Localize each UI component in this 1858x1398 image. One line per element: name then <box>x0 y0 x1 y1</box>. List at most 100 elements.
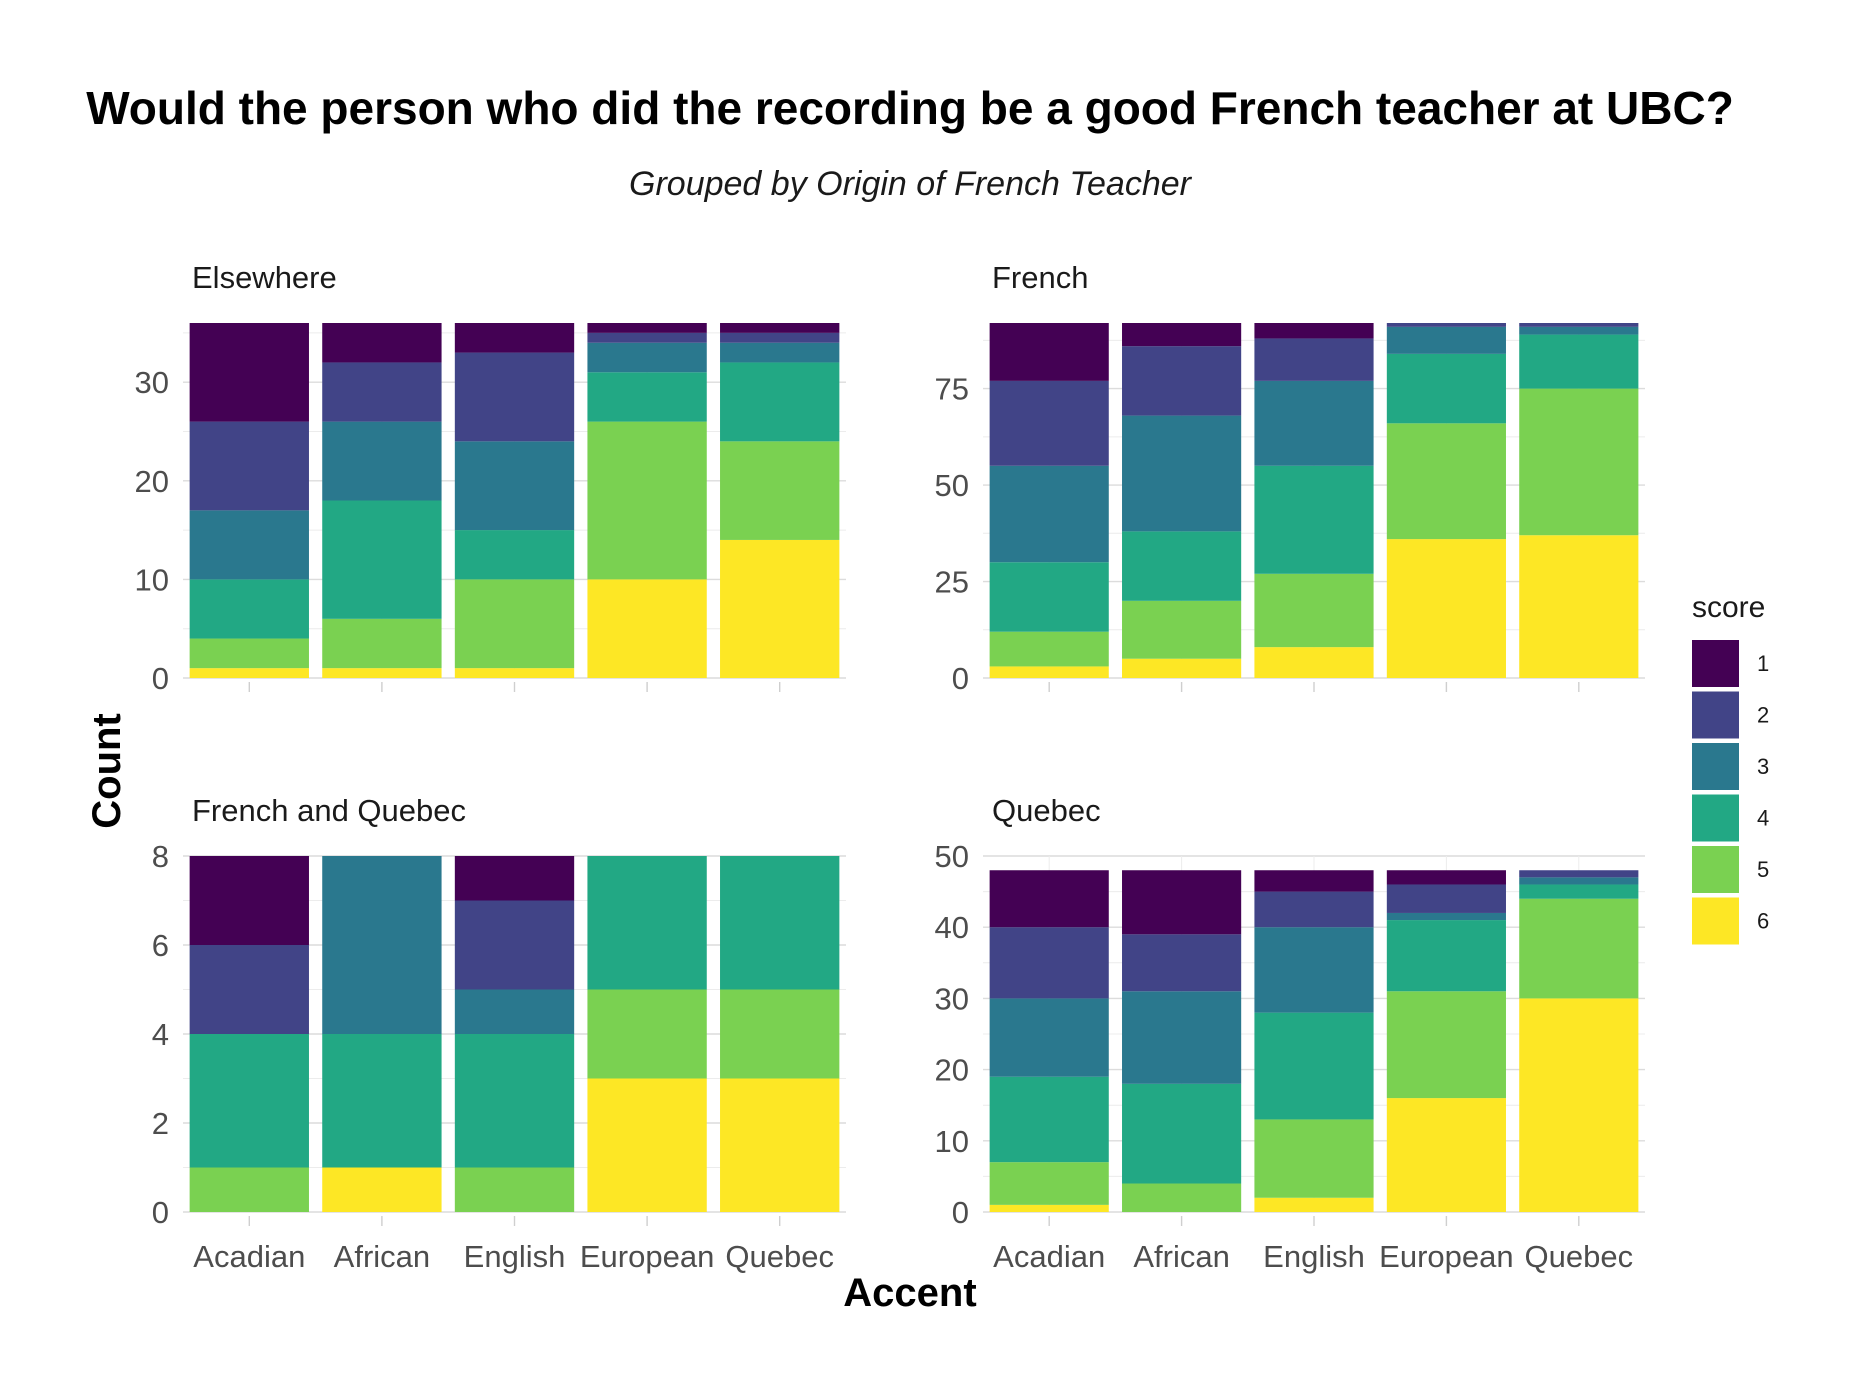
bar-segment-european-score-4 <box>587 856 707 990</box>
bar-segment-acadian-score-4 <box>189 1034 309 1168</box>
bar-segment-acadian-score-4 <box>189 579 309 639</box>
bar-segment-quebec-score-1 <box>720 323 840 333</box>
x-tick-label: English <box>1263 1239 1365 1274</box>
panel-strip-label: French and Quebec <box>192 793 466 828</box>
legend-key-4 <box>1692 794 1739 842</box>
panel-2: French and Quebec 0 2 4 6 8 Acadian African Engl… <box>152 793 846 1274</box>
y-tick-label: 40 <box>935 910 969 945</box>
y-tick-label: 75 <box>935 372 969 407</box>
panel-strip-label: French <box>992 260 1088 295</box>
bar-segment-english-score-4 <box>1254 465 1374 574</box>
bar-segment-english-score-3 <box>1254 380 1374 466</box>
bar-segment-quebec-score-4 <box>1519 884 1639 899</box>
bar-segment-african-score-3 <box>1122 415 1242 532</box>
bar-segment-european-score-5 <box>587 989 707 1079</box>
bar-segment-quebec-score-6 <box>720 1078 840 1212</box>
y-tick-label: 30 <box>135 365 169 400</box>
bar-segment-quebec-score-2 <box>720 332 840 343</box>
bar-segment-english-score-2 <box>454 900 575 990</box>
y-tick-label: 10 <box>935 1124 969 1159</box>
y-tick-label: 50 <box>935 839 969 874</box>
panel-strip-label: Elsewhere <box>192 260 337 295</box>
panel-1: French 0 25 50 75 <box>935 260 1645 696</box>
bar-segment-african-score-5 <box>322 618 442 669</box>
bar-segment-english-score-6 <box>1254 1197 1374 1212</box>
bar-segment-african-score-6 <box>322 1167 442 1212</box>
bar-segment-african-score-5 <box>1122 600 1242 659</box>
legend-label: 4 <box>1757 806 1769 831</box>
bar-segment-english-score-3 <box>454 989 575 1034</box>
bar-segment-quebec-score-3 <box>1519 877 1639 885</box>
bar-segment-english-score-1 <box>1254 323 1374 339</box>
bar-segment-european-score-3 <box>587 342 707 373</box>
bar-segment-quebec-score-5 <box>1519 388 1639 536</box>
bar-segment-english-score-5 <box>1254 573 1374 648</box>
bar-segment-quebec-score-4 <box>720 856 840 990</box>
bar-segment-acadian-score-3 <box>189 510 309 580</box>
bar-segment-acadian-score-1 <box>989 323 1109 381</box>
legend-key-5 <box>1692 846 1739 893</box>
bar-segment-european-score-6 <box>587 1078 707 1212</box>
bar-segment-acadian-score-2 <box>989 380 1109 466</box>
bar-segment-quebec-score-6 <box>1519 535 1639 678</box>
panel-bars <box>189 856 840 1212</box>
bar-segment-english-score-1 <box>1254 870 1374 892</box>
bar-segment-african-score-2 <box>1122 934 1242 992</box>
bar-segment-african-score-6 <box>1122 658 1242 678</box>
x-tick-label: Quebec <box>725 1239 834 1274</box>
y-tick-label: 2 <box>152 1106 169 1141</box>
bar-segment-acadian-score-2 <box>189 421 309 511</box>
bar-segment-european-score-4 <box>1386 920 1506 992</box>
bar-segment-english-score-3 <box>1254 927 1374 1013</box>
bar-segment-african-score-5 <box>1122 1183 1242 1212</box>
bar-segment-european-score-1 <box>1386 870 1506 885</box>
bar-segment-european-score-3 <box>1386 326 1506 354</box>
bar-segment-english-score-4 <box>1254 1012 1374 1120</box>
bar-segment-english-score-2 <box>1254 338 1374 381</box>
x-tick-label: African <box>334 1239 430 1274</box>
bar-segment-european-score-4 <box>587 372 707 422</box>
bar-segment-african-score-4 <box>322 1034 442 1168</box>
bar-segment-european-score-6 <box>587 579 707 678</box>
bar-segment-acadian-score-5 <box>189 1167 309 1212</box>
bar-segment-african-score-2 <box>1122 346 1242 416</box>
bar-segment-acadian-score-6 <box>989 1204 1109 1212</box>
x-tick-label: European <box>580 1239 714 1274</box>
bar-segment-quebec-score-4 <box>720 362 840 442</box>
bar-segment-english-score-4 <box>454 1034 575 1168</box>
bar-segment-acadian-score-3 <box>989 998 1109 1077</box>
x-tick-label: Acadian <box>993 1239 1105 1274</box>
bar-segment-english-score-1 <box>454 856 575 901</box>
bar-segment-african-score-4 <box>322 500 442 619</box>
bar-segment-european-score-4 <box>1386 353 1506 424</box>
legend-label: 2 <box>1757 703 1769 728</box>
y-axis-title: Count <box>85 713 129 829</box>
bar-segment-acadian-score-5 <box>989 1162 1109 1205</box>
bar-segment-quebec-score-2 <box>1519 323 1639 327</box>
x-tick-label: European <box>1379 1239 1513 1274</box>
legend-key-6 <box>1692 897 1739 945</box>
legend-key-3 <box>1692 743 1739 790</box>
legend-key-2 <box>1692 691 1739 739</box>
panel-bars <box>189 323 840 678</box>
bar-segment-african-score-3 <box>322 421 442 501</box>
bar-segment-english-score-5 <box>454 579 575 669</box>
legend-title: score <box>1692 591 1765 624</box>
bar-segment-quebec-score-3 <box>1519 326 1639 335</box>
bar-segment-european-score-1 <box>587 323 707 333</box>
bar-segment-european-score-2 <box>587 332 707 343</box>
bar-segment-european-score-5 <box>1386 423 1506 540</box>
bar-segment-english-score-6 <box>1254 647 1374 678</box>
bar-segment-african-score-1 <box>1122 870 1242 935</box>
y-tick-label: 20 <box>135 464 169 499</box>
y-tick-label: 8 <box>152 839 169 874</box>
bar-segment-acadian-score-2 <box>989 927 1109 999</box>
bar-segment-african-score-6 <box>322 668 442 678</box>
y-tick-label: 0 <box>152 661 169 696</box>
bar-segment-english-score-3 <box>454 441 575 531</box>
legend-key-1 <box>1692 640 1739 687</box>
x-tick-label: Quebec <box>1525 1239 1634 1274</box>
bar-segment-european-score-5 <box>1386 991 1506 1099</box>
